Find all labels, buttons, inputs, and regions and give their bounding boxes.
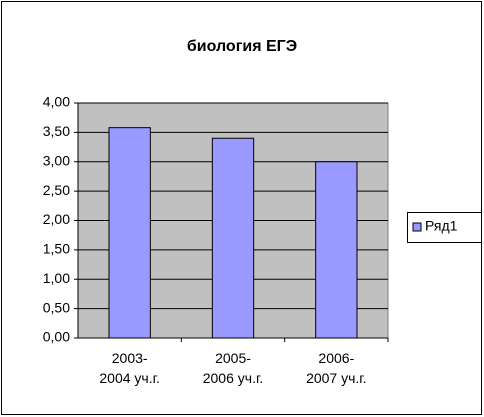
y-tick-label: 1,00 [43, 270, 70, 286]
legend-label: Ряд1 [425, 218, 458, 234]
y-tick-label: 3,00 [43, 152, 70, 168]
y-tick-label: 1,50 [43, 241, 70, 257]
chart-title: биология ЕГЭ [187, 38, 297, 55]
x-tick-label: 2006- 2007 уч.г. [306, 350, 367, 386]
bar [211, 137, 255, 339]
legend-swatch [412, 222, 422, 232]
y-tick-label: 0,00 [43, 329, 70, 345]
x-tick-label: 2005- 2006 уч.г. [202, 350, 264, 386]
y-tick-label: 2,00 [43, 211, 70, 227]
x-tick-label: 2003- 2004 уч.г. [99, 350, 160, 386]
bar [315, 161, 358, 339]
y-tick-label: 3,50 [43, 123, 70, 139]
y-tick-label: 0,50 [43, 299, 70, 315]
legend [407, 212, 482, 243]
bar [108, 127, 151, 339]
y-tick-label: 2,50 [43, 182, 70, 198]
y-tick-label: 4,00 [43, 94, 70, 110]
